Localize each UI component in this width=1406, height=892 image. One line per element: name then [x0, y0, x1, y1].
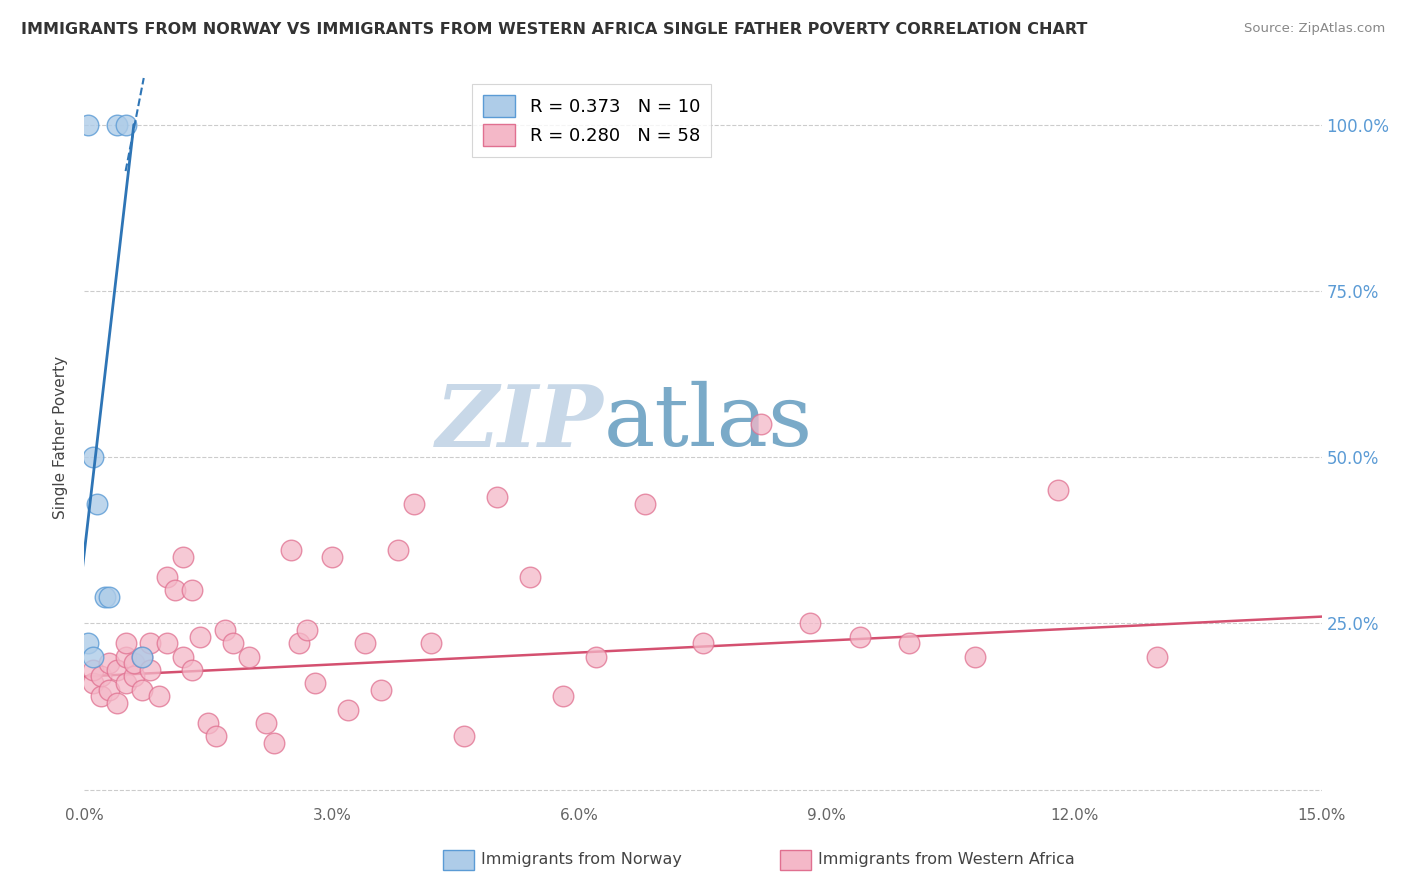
Point — [353, 636, 375, 650]
Point — [197, 716, 219, 731]
Point — [105, 663, 128, 677]
Point — [114, 636, 136, 650]
Point — [485, 490, 508, 504]
Point — [749, 417, 772, 431]
Point — [848, 630, 870, 644]
Point — [98, 590, 121, 604]
Point — [114, 676, 136, 690]
Point — [122, 656, 145, 670]
Point — [288, 636, 311, 650]
Y-axis label: Single Father Poverty: Single Father Poverty — [53, 356, 69, 518]
Point — [898, 636, 921, 650]
Point — [1046, 483, 1069, 498]
Point — [90, 669, 112, 683]
Point — [205, 729, 228, 743]
Point — [238, 649, 260, 664]
Point — [180, 663, 202, 677]
Text: Source: ZipAtlas.com: Source: ZipAtlas.com — [1244, 22, 1385, 36]
Point — [94, 590, 117, 604]
Point — [98, 682, 121, 697]
Point — [188, 630, 211, 644]
Point — [222, 636, 245, 650]
Point — [77, 636, 100, 650]
Point — [419, 636, 441, 650]
Point — [387, 543, 409, 558]
Text: atlas: atlas — [605, 381, 813, 464]
Point — [131, 649, 153, 664]
Point — [165, 582, 187, 597]
Point — [634, 497, 657, 511]
Point — [172, 649, 194, 664]
Legend: R = 0.373   N = 10, R = 0.280   N = 58: R = 0.373 N = 10, R = 0.280 N = 58 — [472, 84, 711, 157]
Point — [139, 663, 162, 677]
Text: ZIP: ZIP — [436, 381, 605, 464]
Point — [370, 682, 392, 697]
Text: IMMIGRANTS FROM NORWAY VS IMMIGRANTS FROM WESTERN AFRICA SINGLE FATHER POVERTY C: IMMIGRANTS FROM NORWAY VS IMMIGRANTS FRO… — [21, 22, 1087, 37]
Point — [404, 497, 426, 511]
Point — [519, 570, 541, 584]
Point — [82, 649, 104, 664]
Point — [692, 636, 714, 650]
Point — [82, 676, 104, 690]
Point — [148, 690, 170, 704]
Point — [114, 118, 136, 132]
Point — [139, 636, 162, 650]
Point — [180, 582, 202, 597]
Point — [131, 682, 153, 697]
Point — [105, 696, 128, 710]
Point — [82, 450, 104, 464]
Point — [337, 703, 360, 717]
Point — [82, 663, 104, 677]
Point — [156, 570, 179, 584]
Point — [156, 636, 179, 650]
Point — [114, 649, 136, 664]
Point — [98, 656, 121, 670]
Point — [585, 649, 607, 664]
Point — [1146, 649, 1168, 664]
Point — [131, 649, 153, 664]
Point — [321, 549, 343, 564]
Point — [965, 649, 987, 664]
Point — [105, 118, 128, 132]
Point — [90, 690, 112, 704]
Point — [122, 669, 145, 683]
Point — [295, 623, 318, 637]
Point — [799, 616, 821, 631]
Point — [254, 716, 277, 731]
Point — [304, 676, 326, 690]
Point — [551, 690, 574, 704]
Text: Immigrants from Western Africa: Immigrants from Western Africa — [818, 853, 1076, 867]
Point — [86, 497, 108, 511]
Point — [214, 623, 236, 637]
Point — [263, 736, 285, 750]
Point — [77, 118, 100, 132]
Point — [280, 543, 302, 558]
Point — [172, 549, 194, 564]
Text: Immigrants from Norway: Immigrants from Norway — [481, 853, 682, 867]
Point — [453, 729, 475, 743]
